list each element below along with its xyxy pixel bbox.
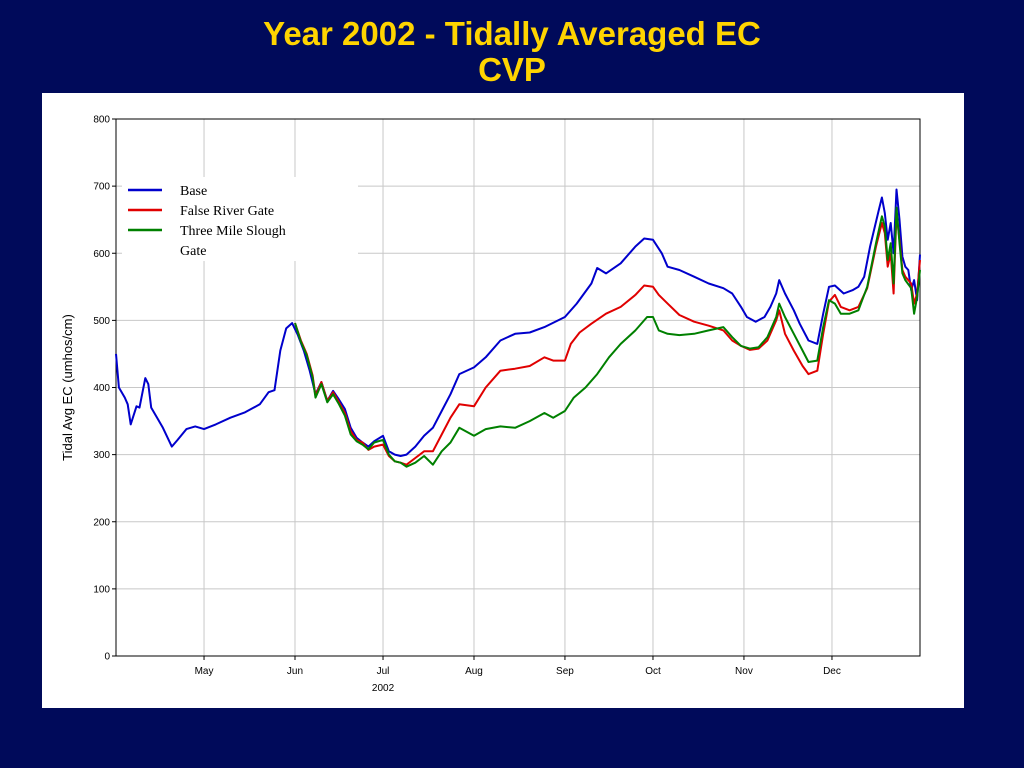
y-tick-label: 800 bbox=[93, 115, 110, 126]
series-line-2 bbox=[294, 206, 921, 468]
y-tick-label: 600 bbox=[93, 249, 110, 260]
x-tick-label: Oct bbox=[645, 666, 661, 677]
slide-title-line2: CVP bbox=[478, 51, 546, 88]
y-tick-label: 300 bbox=[93, 450, 110, 461]
series-line-0 bbox=[115, 188, 921, 457]
y-tick-label: 0 bbox=[104, 652, 110, 663]
slide-title-line1: Year 2002 - Tidally Averaged EC bbox=[263, 15, 761, 52]
x-tick-label: May bbox=[195, 666, 214, 677]
series-line-1 bbox=[294, 212, 921, 466]
y-tick-label: 700 bbox=[93, 182, 110, 193]
y-tick-label: 100 bbox=[93, 584, 110, 595]
x-tick-label: Jun bbox=[287, 666, 303, 677]
y-axis-label: Tidal Avg EC (umhos/cm) bbox=[60, 314, 75, 461]
slide-title: Year 2002 - Tidally Averaged EC CVP bbox=[0, 16, 1024, 88]
x-tick-label: Dec bbox=[823, 666, 841, 677]
x-tick-label: Sep bbox=[556, 666, 574, 677]
y-tick-label: 400 bbox=[93, 383, 110, 394]
x-tick-label: Aug bbox=[465, 666, 483, 677]
x-tick-label: Nov bbox=[735, 666, 753, 677]
legend-label-1: False River Gate bbox=[180, 204, 274, 219]
x-tick-label: Jul bbox=[377, 666, 390, 677]
axis-ticks: 0 100 200 300 400 500 600 700 800 May Jun Jul Aug Sep… bbox=[93, 115, 841, 678]
y-tick-label: 500 bbox=[93, 316, 110, 327]
legend-label-2: Three Mile Slough bbox=[180, 224, 286, 239]
x-axis-label: 2002 bbox=[372, 683, 395, 694]
legend-label-0: Base bbox=[180, 184, 207, 199]
line-chart: 0 100 200 300 400 500 600 700 800 May Jun Jul Aug Sep… bbox=[60, 115, 921, 694]
y-tick-label: 200 bbox=[93, 517, 110, 528]
legend-label-3: Gate bbox=[180, 244, 206, 259]
legend: Base False River Gate Three Mile Slough Gat… bbox=[122, 177, 358, 261]
series-lines bbox=[115, 188, 921, 468]
chart-panel: 0 100 200 300 400 500 600 700 800 May Jun Jul Aug Sep… bbox=[42, 93, 964, 708]
